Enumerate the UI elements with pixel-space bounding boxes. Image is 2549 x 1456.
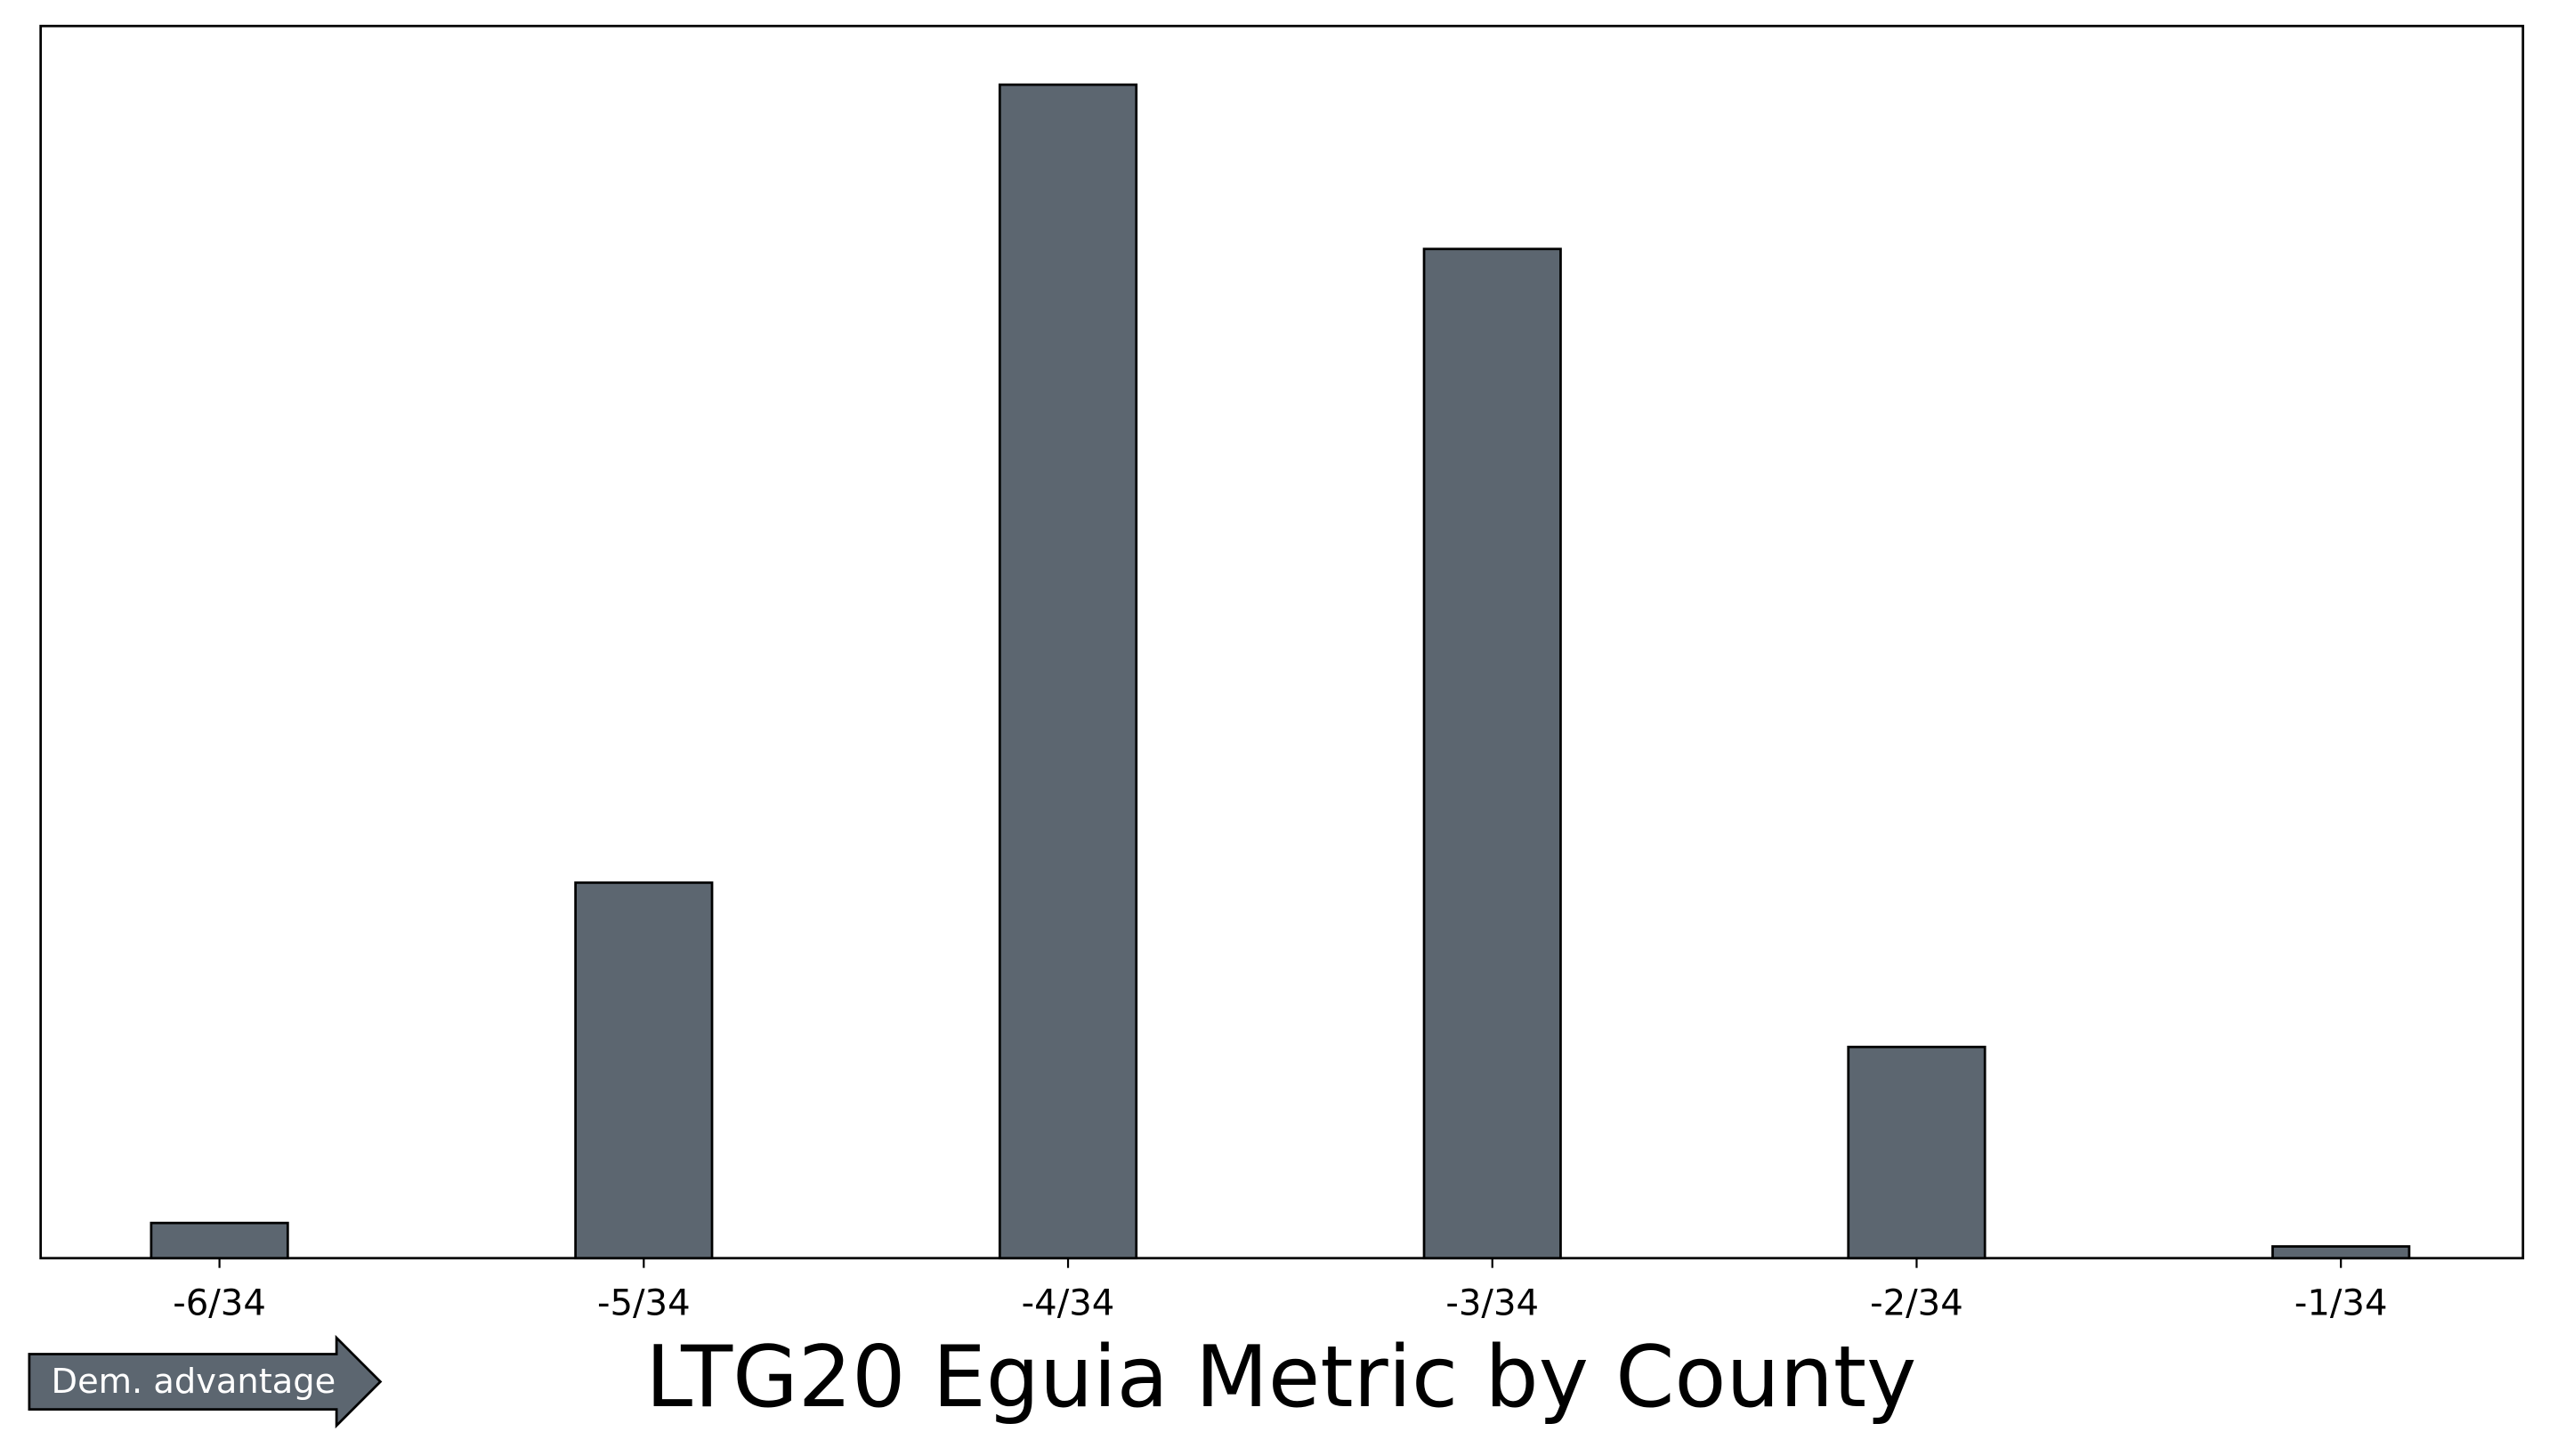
annotation-arrow <box>28 1334 383 1429</box>
bar <box>1422 247 1562 1260</box>
bar <box>574 881 714 1260</box>
x-tick-label: -6/34 <box>173 1283 266 1324</box>
plot-frame <box>39 24 2525 1260</box>
x-tick-label: -3/34 <box>1445 1283 1539 1324</box>
x-tick-label: -5/34 <box>597 1283 691 1324</box>
annotation: Dem. advantage <box>52 1362 336 1402</box>
bar <box>2271 1245 2411 1260</box>
x-tick-label: -1/34 <box>2294 1283 2388 1324</box>
bar <box>150 1221 289 1260</box>
bar <box>998 83 1138 1260</box>
x-tick-label: -4/34 <box>1022 1283 1115 1324</box>
bar <box>1847 1046 1987 1260</box>
x-tick-label: -2/34 <box>1870 1283 1963 1324</box>
chart-title: LTG20 Eguia Metric by County <box>645 1329 1916 1427</box>
